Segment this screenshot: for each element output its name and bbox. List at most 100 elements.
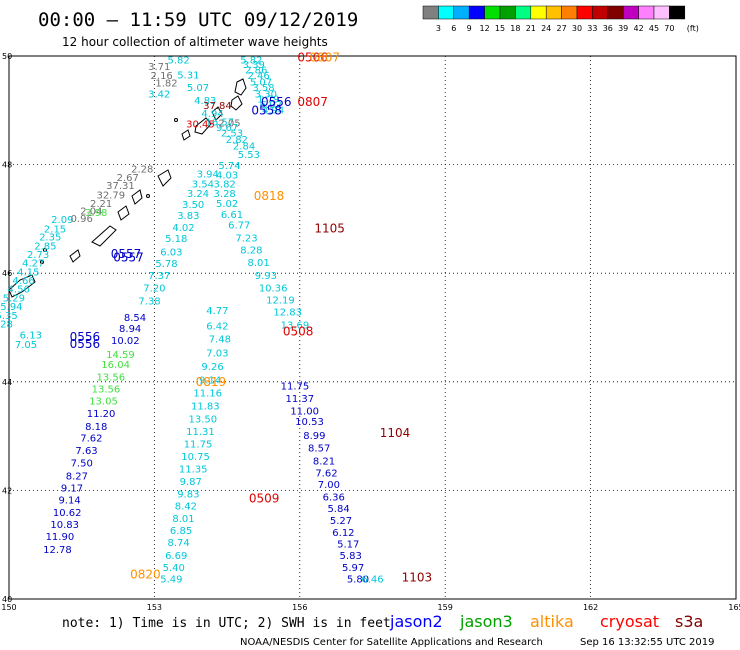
island-3 — [211, 106, 223, 121]
wave-height-value: 5.74 — [218, 161, 240, 172]
pass-time-label: 0509 — [249, 491, 280, 505]
pass-time-label: 0557 — [113, 250, 144, 264]
island-4 — [194, 117, 212, 135]
legend-swatch — [453, 5, 470, 20]
wave-height-value: 2.04 — [80, 207, 102, 218]
pass-time-label: 0556 — [261, 95, 292, 109]
wave-height-value: 8.27 — [66, 472, 88, 483]
wave-height-value: 4.03 — [216, 171, 238, 182]
satellite-altika: altika — [530, 612, 574, 631]
wave-height-value: 3.39 — [243, 60, 265, 71]
legend-swatch — [422, 5, 439, 20]
wave-height-value: 5.35 — [0, 311, 18, 322]
wave-height-value: 6.61 — [221, 210, 243, 221]
pass-time-label: 0557 — [111, 247, 142, 261]
legend-swatch — [468, 5, 485, 20]
island-6 — [157, 169, 172, 187]
wave-height-value: 10.62 — [53, 508, 82, 519]
wave-height-value: 5.29 — [3, 293, 25, 304]
wave-height-value: 16.57 — [206, 118, 235, 129]
wave-height-value: 11.75 — [281, 381, 310, 392]
pass-time-label: 1104 — [380, 426, 411, 440]
wave-height-value: 2.35 — [39, 233, 61, 244]
y-tick-label: 48 — [2, 161, 12, 170]
wave-height-value: 3.82 — [214, 179, 236, 190]
wave-height-value: 9.14 — [199, 375, 221, 386]
island-9 — [91, 225, 117, 247]
wave-height-value: 10.75 — [181, 452, 210, 463]
wave-height-value: 6.85 — [170, 526, 192, 537]
legend-swatch — [515, 5, 532, 20]
wave-height-value: 11.37 — [285, 394, 314, 405]
wave-height-value: 2.05 — [218, 119, 240, 130]
wave-height-value: 5.97 — [342, 563, 364, 574]
page-subtitle: 12 hour collection of altimeter wave hei… — [62, 35, 328, 49]
wave-height-value: 8.01 — [247, 258, 269, 269]
legend-label: 24 — [541, 24, 551, 33]
legend-swatch — [638, 5, 655, 20]
wave-height-value: 9.17 — [61, 483, 83, 494]
wave-height-value: 7.37 — [148, 271, 170, 282]
wave-height-value: 2.73 — [27, 250, 49, 261]
wave-height-value: 2.86 — [245, 65, 267, 76]
wave-height-value: 11.83 — [191, 401, 220, 412]
pass-time-label: 1103 — [402, 571, 433, 585]
wave-height-value: 2.82 — [226, 135, 248, 146]
pass-time-label: 0506 — [297, 50, 328, 64]
wave-height-value: 0.96 — [71, 214, 93, 225]
wave-height-value: 7.62 — [315, 468, 337, 479]
altimeter-tracks: 5.825.315.074.834.9416.579.672.532.822.8… — [0, 56, 369, 586]
wave-height-value: 2.46 — [247, 71, 269, 82]
wave-height-value: 4.02 — [172, 223, 194, 234]
wave-height-value: 7.20 — [143, 284, 165, 295]
coast-kamchatka — [8, 274, 36, 298]
island-10 — [69, 249, 81, 263]
satellite-cryosat: cryosat — [600, 612, 659, 631]
pass-time-label: 0556 — [70, 337, 101, 351]
wave-height-value: 2.85 — [34, 241, 56, 252]
wave-height-value: 3.24 — [187, 189, 209, 200]
island-2 — [230, 95, 243, 111]
wave-height-value: 7.62 — [80, 434, 102, 445]
wave-height-value: 37.84 — [203, 101, 232, 112]
wave-height-value: 5.18 — [165, 234, 187, 245]
wave-height-value: 7.38 — [138, 297, 160, 308]
x-tick-label: 156 — [292, 603, 307, 612]
wave-height-value: 5.31 — [177, 70, 199, 81]
wave-height-value: 9.26 — [201, 362, 223, 373]
footer-timestamp: Sep 16 13:32:55 UTC 2019 — [580, 637, 714, 648]
wave-height-value: 8.18 — [85, 422, 107, 433]
legend-swatch — [561, 5, 578, 20]
x-tick-label: 150 — [1, 603, 16, 612]
legend-label: 27 — [557, 24, 567, 33]
satellite-legend: jason2 jason3 altika cryosat s3a — [389, 612, 703, 631]
legend-label: 70 — [664, 24, 674, 33]
wave-height-value: 6.13 — [20, 330, 42, 341]
pass-time-label: 0508 — [283, 325, 314, 339]
x-tick-label: 162 — [583, 603, 598, 612]
wave-height-value: 8.42 — [175, 501, 197, 512]
wave-height-value: 10.36 — [259, 284, 288, 295]
wave-height-value: 5.07 — [250, 77, 272, 88]
wave-height-value: 6.42 — [206, 322, 228, 333]
wave-height-value: 9.83 — [177, 489, 199, 500]
wave-height-value: 13.56 — [92, 385, 121, 396]
wave-height-value: 4.77 — [206, 306, 228, 317]
wave-height-value: 7.23 — [235, 234, 257, 245]
wave-height-value: 4.94 — [201, 109, 223, 120]
wave-height-value: 2.28 — [131, 165, 153, 176]
legend-swatch — [622, 5, 639, 20]
island-8 — [117, 205, 130, 221]
wave-height-value: 8.54 — [124, 313, 146, 324]
y-tick-label: 42 — [2, 486, 12, 495]
wave-height-value: 4.56 — [8, 285, 30, 296]
wave-height-value: 11.35 — [179, 464, 208, 475]
wave-height-value: 7.50 — [71, 459, 93, 470]
wave-height-value: 10.53 — [295, 417, 324, 428]
wave-height-value: 5.02 — [216, 199, 238, 210]
wave-height-value: 5.80 — [347, 575, 369, 586]
wave-height-value: 7.48 — [209, 335, 231, 346]
legend-swatch — [438, 5, 455, 20]
wave-height-value: 8.01 — [172, 514, 194, 525]
